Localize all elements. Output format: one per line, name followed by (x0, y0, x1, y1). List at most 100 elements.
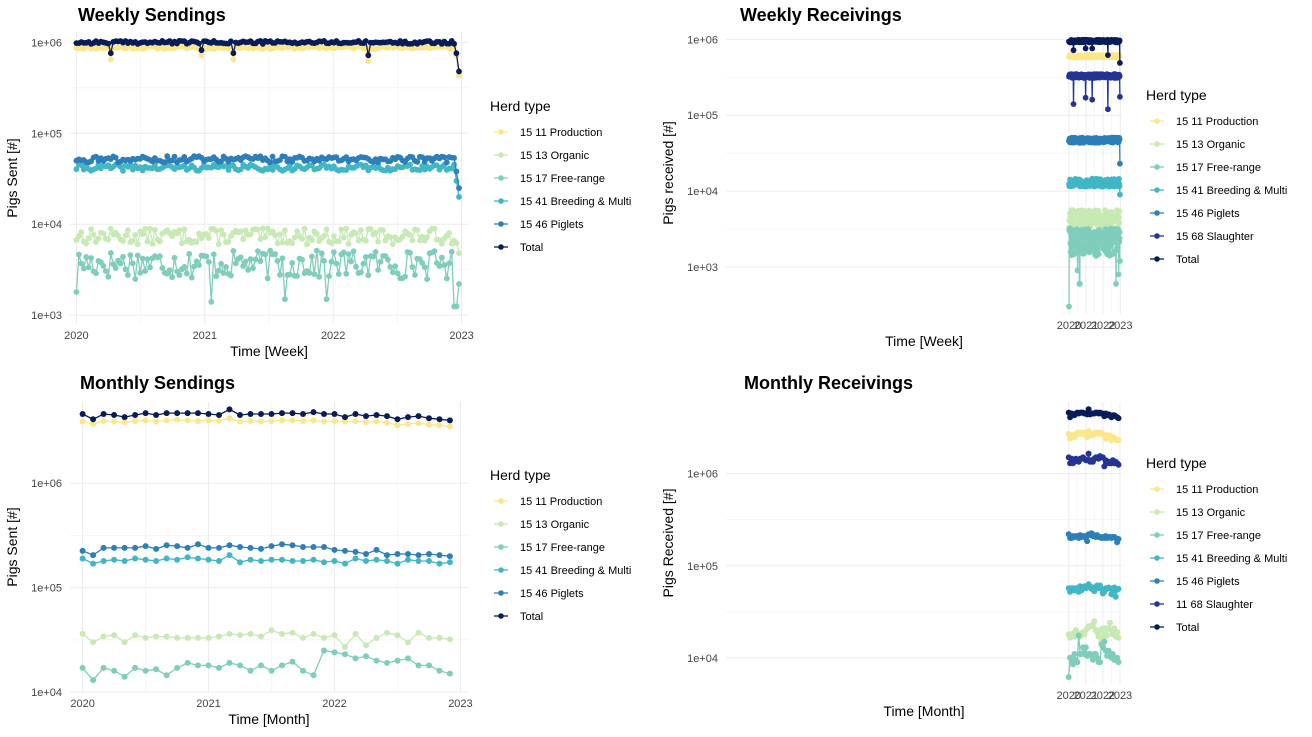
data-point (434, 162, 440, 169)
data-point (421, 264, 428, 270)
data-point (456, 194, 462, 200)
data-point (289, 240, 296, 247)
data-point (301, 225, 308, 232)
data-point (446, 417, 453, 424)
data-point (342, 560, 348, 567)
data-point (163, 672, 170, 679)
data-point (304, 241, 310, 248)
legend-item-total: Total (1150, 254, 1199, 266)
data-point (268, 543, 275, 550)
data-point (153, 558, 160, 564)
data-point (268, 667, 275, 674)
data-point (240, 263, 247, 269)
data-point (166, 267, 173, 273)
legend-item-11-68-slaughter: 11 68 Slaughter (1150, 599, 1253, 611)
data-point (257, 236, 264, 243)
data-point (142, 667, 149, 674)
data-point (323, 226, 330, 233)
data-point (1117, 191, 1123, 198)
data-point (112, 154, 119, 161)
data-point (328, 240, 335, 247)
legend-key-point (1154, 509, 1160, 515)
y-tick-label: 1e+04 (687, 653, 718, 665)
data-point (405, 655, 411, 662)
series-line (82, 629, 450, 649)
data-point (121, 558, 128, 564)
data-point (456, 72, 462, 79)
data-point (353, 230, 359, 237)
data-point (90, 552, 97, 559)
data-point (321, 634, 327, 641)
data-point (448, 248, 455, 255)
data-point (242, 227, 249, 234)
data-point (392, 263, 399, 269)
data-point (107, 50, 114, 57)
data-point (132, 412, 139, 418)
data-point (419, 154, 426, 161)
data-point (163, 417, 170, 424)
data-point (159, 265, 166, 271)
data-point (279, 255, 286, 262)
data-point (1104, 632, 1111, 639)
data-point (139, 231, 146, 238)
data-point (362, 38, 369, 44)
data-point (184, 410, 191, 417)
data-point (144, 238, 151, 245)
data-point (1101, 638, 1108, 645)
data-point (142, 225, 149, 232)
legend-item-total: Total (1150, 622, 1199, 634)
data-point (139, 255, 146, 262)
legend-label: 15 68 Slaughter (1176, 231, 1254, 243)
data-point (1114, 244, 1120, 251)
data-point (228, 272, 234, 279)
data-point (149, 240, 156, 247)
data-point (79, 411, 86, 417)
data-point (282, 296, 288, 303)
data-point (223, 264, 229, 270)
data-point (125, 272, 131, 278)
data-point (321, 232, 327, 239)
data-point (142, 268, 149, 274)
data-point (88, 226, 94, 233)
legend-key-point (1154, 233, 1160, 239)
y-axis-label: Pigs Received [#] (660, 489, 676, 598)
data-point (405, 556, 411, 563)
data-point (451, 40, 457, 47)
data-point (1070, 101, 1077, 107)
data-point (309, 237, 315, 244)
data-point (205, 556, 212, 563)
data-point (208, 299, 215, 305)
series-15-17-free-range (73, 247, 462, 310)
data-point (147, 264, 153, 271)
legend-label: 15 13 Organic (1176, 139, 1246, 151)
data-point (282, 153, 288, 160)
data-point (225, 238, 232, 245)
data-point (282, 227, 288, 234)
y-tick-label: 1e+04 (687, 186, 718, 198)
data-point (426, 634, 432, 641)
data-point (300, 411, 306, 417)
data-point (100, 263, 107, 269)
data-point (306, 270, 313, 276)
legend-key-point (1154, 256, 1160, 262)
legend-item-15-41-breeding-multi: 15 41 Breeding & Multi (1150, 553, 1287, 565)
data-point (415, 413, 422, 420)
legend-label: 15 13 Organic (520, 150, 590, 162)
data-point (121, 414, 128, 421)
data-point (142, 410, 149, 417)
data-point (409, 237, 416, 244)
legend-label: 15 46 Piglets (520, 588, 584, 600)
data-point (1109, 651, 1116, 657)
legend-key-point (498, 590, 504, 596)
y-tick-label: 1e+05 (687, 561, 718, 573)
data-point (79, 547, 86, 554)
legend-item-15-11-production: 15 11 Production (494, 496, 602, 508)
data-point (105, 273, 112, 280)
data-point (247, 231, 254, 238)
data-point (446, 636, 453, 643)
data-point (335, 271, 342, 277)
data-point (426, 415, 432, 422)
x-tick-label: 2022 (1091, 690, 1115, 702)
data-point (370, 253, 377, 260)
data-point (377, 258, 384, 265)
